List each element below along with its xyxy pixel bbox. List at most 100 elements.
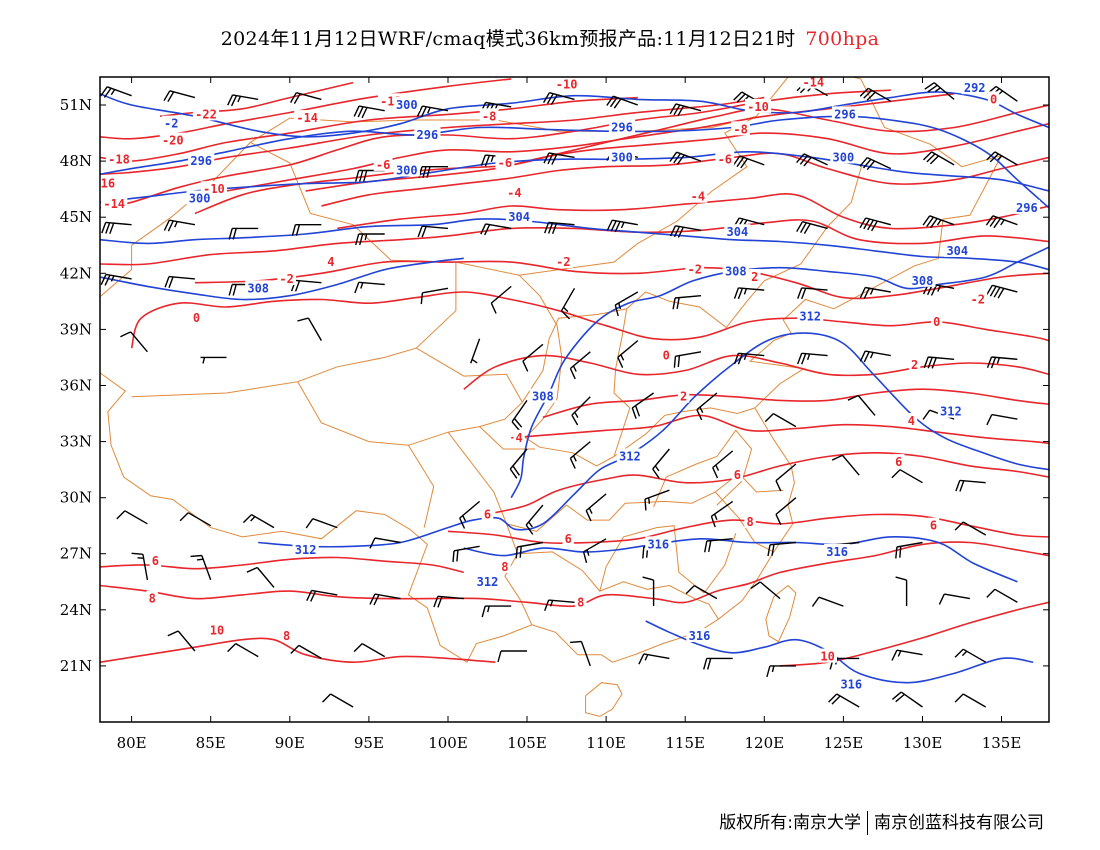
contour-label-mask (660, 347, 672, 362)
province-border-4 (100, 245, 133, 298)
contour-label: 6 (484, 508, 491, 522)
wind-barb (481, 605, 512, 618)
contour-label: -2 (556, 255, 570, 269)
contour-label: -2 (164, 117, 178, 131)
latitude-label: 36N (60, 377, 92, 395)
wind-barb (811, 596, 844, 607)
contour-label: 308 (912, 274, 934, 288)
contour-label: -22 (195, 107, 217, 121)
contour-label: 316 (840, 678, 862, 692)
contour-label: 8 (501, 560, 508, 574)
contour-label-mask (149, 553, 162, 568)
contour-label-mask (414, 127, 441, 141)
wind-barb (669, 151, 702, 165)
temperature-contour-4 (511, 414, 1049, 445)
contour-label-mask (505, 184, 524, 199)
wind-barb (227, 642, 259, 658)
wind-barb (522, 343, 544, 372)
wind-barb (891, 649, 923, 661)
contour-label-mask (373, 156, 393, 171)
contour-label: 10 (210, 623, 224, 637)
province-border-17 (517, 551, 719, 620)
wind-barb (750, 581, 781, 600)
wind-barb (859, 286, 891, 299)
wind-barb (652, 448, 670, 479)
wind-barb (895, 576, 908, 607)
province-border-19 (653, 429, 753, 508)
contour-label-mask (838, 676, 865, 691)
province-border-2 (577, 298, 835, 663)
wind-barb (775, 497, 797, 525)
temperature-contour-8 (100, 541, 1049, 608)
contour-label-mask (101, 196, 128, 211)
contour-label: 2 (680, 390, 687, 404)
contour-label-mask (722, 263, 749, 278)
contour-label: 316 (826, 545, 848, 559)
contour-label: 304 (727, 225, 749, 239)
footer-divider (867, 811, 868, 835)
wind-barb (163, 219, 196, 232)
wind-barb (796, 153, 828, 167)
title-prefix: 2024年11月12日WRF/cmaq模式36km预报产品:11月12日21时 (220, 28, 796, 50)
contour-label: 296 (1016, 201, 1038, 215)
province-border-11 (613, 308, 631, 457)
contour-label-mask (893, 454, 905, 469)
contour-label-mask (245, 280, 272, 295)
wind-barb (570, 640, 591, 667)
contour-label-mask (575, 594, 587, 609)
province-border-8 (521, 162, 863, 403)
wind-barb (200, 356, 227, 364)
contour-label-mask (908, 356, 921, 371)
wind-barb (452, 545, 480, 563)
contour-label: 300 (396, 164, 418, 178)
contour-label: -8 (733, 122, 747, 136)
wind-barb (480, 223, 512, 236)
contour-label: 312 (940, 405, 962, 419)
contour-label: 300 (189, 192, 211, 206)
wind-barb (775, 463, 797, 492)
wind-barb (369, 537, 401, 549)
province-border-21 (703, 533, 737, 594)
temperature-contour--16 (100, 96, 765, 175)
temperature-contour-0 (130, 291, 1049, 349)
temperature-contour--18 (100, 96, 638, 162)
province-border-12 (613, 407, 755, 457)
longitude-label: 85E (196, 734, 226, 752)
contour-label-mask (325, 254, 337, 269)
wind-barb (511, 399, 528, 431)
longitude-label: 115E (665, 734, 705, 752)
contour-label-mask (686, 628, 713, 642)
taiwan-coastline (765, 584, 797, 643)
contour-label: 6 (930, 519, 937, 533)
wind-barb (416, 105, 449, 118)
contour-label-mask (159, 132, 186, 147)
contour-label-mask (944, 242, 971, 257)
contour-label: 300 (396, 98, 418, 112)
contour-label-mask (731, 121, 750, 136)
contour-label: -14 (802, 76, 824, 90)
contour-label-mask (292, 542, 319, 556)
wind-barb (796, 221, 828, 234)
longitude-label: 105E (507, 734, 547, 752)
longitude-label: 130E (903, 734, 943, 752)
contour-label-mask (207, 622, 227, 637)
temperature-contour--8 (305, 122, 1049, 192)
contour-label-mask (905, 413, 918, 427)
wind-barb (322, 693, 354, 708)
latitude-label: 33N (60, 433, 92, 451)
wind-barb (227, 94, 259, 107)
wind-barb (470, 338, 481, 364)
contour-label-mask (608, 119, 636, 134)
contour-label: -6 (498, 156, 512, 170)
contour-label: 300 (611, 150, 633, 164)
wind-barb (525, 504, 544, 535)
wind-barb (355, 233, 385, 246)
wind-barb (954, 521, 987, 536)
contour-label: 8 (577, 595, 584, 609)
wind-barb (703, 657, 733, 670)
longitude-axis: 80E 85E 90E 95E 100E 105E 110E 115E 120E 125E 130E… (117, 77, 1021, 752)
province-border-16 (504, 523, 533, 626)
contour-label-mask (608, 149, 636, 164)
wind-barb (985, 284, 1018, 299)
wind-barb (617, 340, 639, 368)
